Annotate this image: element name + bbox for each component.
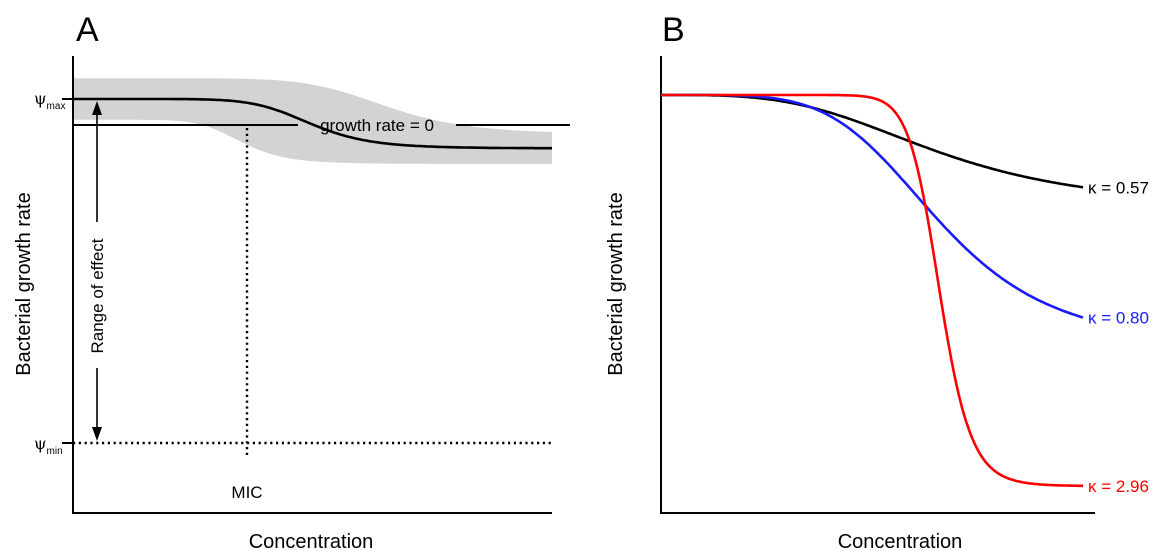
panel-b-curve-0 — [661, 93, 1084, 189]
panel-a-x-axis-title: Concentration — [249, 531, 374, 551]
panel-b-curves — [661, 93, 1084, 488]
mic-label: MIC — [231, 483, 262, 502]
psi-max-label: ψmax — [34, 89, 65, 112]
panel-b-letter: B — [662, 11, 685, 49]
range-arrow-down-head — [92, 427, 102, 441]
panel-b-series-label-1: κ = 0.80 — [1088, 309, 1149, 328]
panel-a-dose-response-curve — [73, 97, 552, 150]
panel-b-x-axis-title: Concentration — [838, 531, 963, 551]
panel-a: A growth rate = 0 ψmax ψmin MIC Range of… — [13, 11, 570, 551]
panel-a-uncertainty-band — [73, 78, 552, 164]
panel-b-series-label-2: κ = 2.96 — [1088, 477, 1149, 496]
panel-b-y-axis-title: Bacterial growth rate — [605, 192, 627, 375]
panel-b-series-labels: κ = 0.57 κ = 0.80 κ = 2.96 — [1088, 178, 1149, 496]
psi-min-label: ψmin — [34, 434, 63, 457]
panel-a-y-axis-title: Bacterial growth rate — [13, 192, 35, 375]
range-arrow-up-head — [92, 101, 102, 115]
panel-b-series-label-0: κ = 0.57 — [1088, 178, 1149, 197]
growth-zero-label: growth rate = 0 — [320, 116, 434, 135]
panel-b: B κ = 0.57 κ = 0.80 κ = 2.96 Concentration… — [605, 11, 1149, 551]
range-of-effect-label: Range of effect — [88, 238, 107, 353]
panel-b-curve-2 — [661, 93, 1083, 488]
panel-a-letter: A — [76, 11, 99, 49]
